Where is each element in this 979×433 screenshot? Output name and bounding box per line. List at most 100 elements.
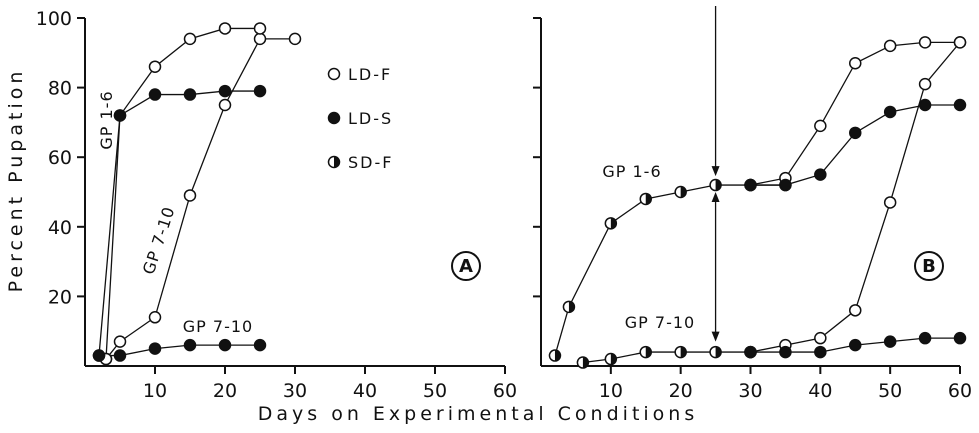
- panel-b-series-2-point-0-shape: [744, 178, 757, 192]
- panel-b-series-1-point-5: [918, 36, 932, 49]
- panel-b-arrow-double-head-up: [711, 192, 720, 202]
- panel-a-y-tick-label-100: 100: [36, 8, 72, 30]
- panel-b-arrow-down-head: [711, 166, 720, 177]
- legend-marker-ld-f: [327, 67, 341, 81]
- panel-b-series-2-point-4: [883, 105, 897, 119]
- panel-b-series-5-point-6-shape: [953, 331, 967, 345]
- panel-a-series-1-point-4: [218, 22, 232, 35]
- panel-b-series-0-point-4-half-fill: [680, 186, 687, 198]
- panel-b-series-5-point-6: [953, 331, 967, 345]
- panel-a-series-0-point-4: [218, 98, 232, 112]
- legend-label-ld-f: LD-F: [348, 65, 392, 84]
- panel-b-series-3-point-3: [674, 345, 687, 359]
- panel-b-series-1-point-4-shape: [883, 39, 897, 53]
- legend: LD-F LD-S SD-F: [327, 65, 393, 172]
- panel-b-series-3-point-0-half-fill: [582, 357, 589, 369]
- panel-a-series-0-point-2: [148, 311, 162, 324]
- legend-label-ld-s: LD-S: [348, 109, 393, 128]
- panel-a-series-3-point-1: [113, 349, 127, 362]
- panel-b-series-2-point-3: [849, 126, 862, 140]
- panel-b-series-4-point-6: [953, 36, 967, 49]
- panel-b-series-3-point-4: [709, 345, 722, 359]
- panel-a-series-0-point-2-shape: [148, 311, 162, 324]
- panel-a-series-3-point-2-shape: [148, 342, 162, 355]
- panel-a-y-tick-label-60: 60: [48, 147, 72, 169]
- panel-a-series-2-line: [98, 90, 260, 356]
- panel-a-series-3-point-0: [92, 349, 106, 362]
- panel-b-series-0-point-5: [709, 178, 722, 192]
- panel-a-series-1-point-5-shape: [253, 22, 267, 35]
- annotation-gp-7-10-a-curve: GP 7-10: [139, 204, 179, 277]
- panel-label-b-circle: [914, 251, 944, 281]
- panel-b-series-0-point-3: [639, 192, 652, 206]
- panel-a-x-tick-label-60: 60: [493, 380, 517, 402]
- panel-b-series-1-point-3: [849, 56, 862, 70]
- panel-a-series-0-point-6: [288, 32, 302, 46]
- panel-a-series-2-point-2-shape: [148, 88, 162, 101]
- panel-a-y-tick-label-40: 40: [48, 217, 72, 239]
- panel-a-series-1-point-3-shape: [183, 32, 197, 46]
- panel-b-x-tick-label-10: 10: [599, 380, 623, 402]
- panel-b-series-0-point-2: [604, 217, 618, 230]
- panel-b-series-5-point-1: [779, 345, 792, 359]
- panel-b-series-4-point-2-shape: [814, 331, 827, 345]
- panel-a-series-0-point-5: [253, 32, 267, 46]
- panel-label-b-text: B: [922, 256, 936, 277]
- panel-b-series-5-point-3: [849, 338, 862, 352]
- panel-a-series-1-point-4-shape: [218, 22, 232, 35]
- panel-b-series-3-point-1-half-fill: [610, 353, 617, 365]
- panel-a-series-1-line: [105, 27, 260, 360]
- legend-marker-ld-s: [327, 111, 341, 125]
- panel-b-series-5-point-3-shape: [849, 338, 862, 352]
- panel-a-series-3-point-0-shape: [92, 349, 106, 362]
- annotation-gp-1-6-b: GP 1-6: [602, 162, 661, 181]
- panel-a-series-1-point-3: [183, 32, 197, 46]
- panel-b-arrow-double-head-down: [711, 331, 720, 342]
- panel-a-series-2-point-5-shape: [253, 84, 267, 98]
- panel-label-b: B: [914, 251, 944, 281]
- panel-b-series-2-point-1-shape: [779, 178, 792, 192]
- legend-label-sd-f: SD-F: [348, 153, 393, 172]
- panel-b-series-4-point-3-shape: [849, 304, 862, 317]
- panel-a-x-tick-label-40: 40: [353, 380, 377, 402]
- data-markers-layer: [92, 22, 967, 369]
- panel-a-series-3-point-3-shape: [183, 338, 197, 352]
- panel-b-x-tick-label-50: 50: [878, 380, 902, 402]
- panel-b-series-2-point-5: [918, 98, 932, 112]
- panel-a-y-tick-label-20: 20: [48, 286, 72, 308]
- panel-b-series-1-point-2: [814, 119, 827, 133]
- panel-b-series-5-point-1-shape: [779, 345, 792, 359]
- panel-a-x-tick-label-30: 30: [283, 380, 307, 402]
- panel-b-series-5-point-4-shape: [883, 335, 897, 348]
- y-axis-title: Percent Pupation: [5, 68, 27, 293]
- panel-a-x-tick-label-20: 20: [213, 380, 237, 402]
- legend-markers: [327, 67, 341, 169]
- legend-marker-sd-f-half-fill: [334, 156, 340, 168]
- panel-b-series-0-point-1-half-fill: [568, 301, 575, 313]
- panel-b-series-5-point-5: [918, 331, 932, 345]
- panel-b-series-0-point-5-half-fill: [715, 179, 722, 191]
- panel-a-series-0-line: [105, 38, 295, 360]
- panel-b-series-4-point-4-shape: [883, 196, 897, 209]
- annotation-gp-7-10-a-low: GP 7-10: [183, 317, 253, 336]
- legend-marker-ld-f-shape: [327, 67, 341, 81]
- panel-b-series-4-point-5: [918, 77, 932, 91]
- panel-b-series-0-point-4: [674, 185, 687, 199]
- panel-a-series-3-point-1-shape: [113, 349, 127, 362]
- panel-a-series-3-point-4-shape: [218, 338, 232, 352]
- panel-b-series-2-point-2: [814, 168, 827, 181]
- panel-label-a: A: [451, 251, 481, 281]
- panel-b-series-3-point-2: [639, 345, 652, 359]
- panel-a-series-1-point-2: [148, 60, 162, 73]
- panel-b-series-5-point-0: [744, 345, 757, 359]
- panel-a-series-0-point-5-shape: [253, 32, 267, 46]
- panel-a-series-3-point-5: [253, 338, 267, 352]
- panel-a-series-2-point-1: [113, 109, 127, 122]
- panel-b-series-2-point-5-shape: [918, 98, 932, 112]
- panel-a-annotations: GP 1-6 GP 7-10 GP 7-10: [97, 90, 253, 336]
- panel-b-series-4-point-5-shape: [918, 77, 932, 91]
- panel-b-series-2-point-6-shape: [953, 98, 967, 112]
- panel-a-y-tick-label-80: 80: [48, 78, 72, 100]
- x-axis-title: Days on Experimental Conditions: [258, 403, 698, 425]
